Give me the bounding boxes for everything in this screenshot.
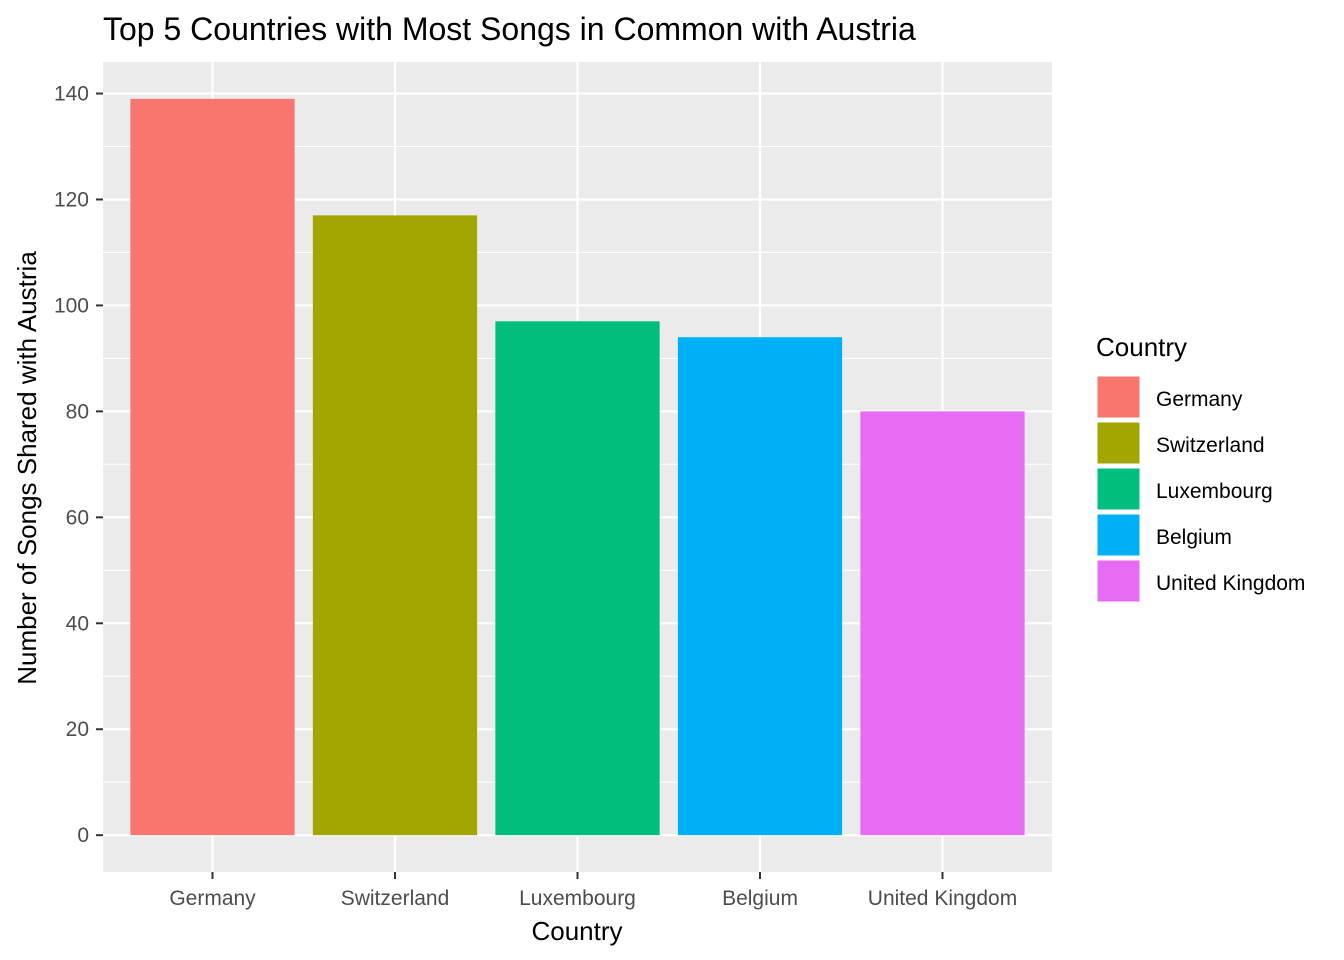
legend-label: Switzerland [1156,434,1265,457]
y-axis: 0 20 40 60 80 100 120 140 [54,83,103,847]
x-tick-label: United Kingdom [868,887,1017,910]
legend-label: United Kingdom [1156,572,1305,595]
x-tick-label: Belgium [722,887,798,910]
bar-luxembourg [495,321,660,836]
bar-switzerland [312,215,478,836]
chart-title: Top 5 Countries with Most Songs in Commo… [103,11,916,47]
legend-label: Germany [1156,388,1243,411]
legend-key [1096,559,1141,603]
legend-key [1096,421,1141,465]
y-axis-title: Number of Songs Shared with Austria [12,251,42,685]
bar-germany [130,98,295,836]
x-tick-label: Switzerland [341,887,450,910]
y-tick-label: 100 [54,294,89,317]
legend-label: Belgium [1156,526,1232,549]
legend-title: Country [1096,332,1187,362]
x-tick-label: Luxembourg [519,887,636,910]
y-tick-label: 80 [66,400,89,423]
x-axis-title: Country [531,916,622,946]
legend-key [1096,513,1141,557]
y-tick-label: 20 [66,718,89,741]
y-tick-label: 140 [54,83,89,106]
y-tick-label: 60 [66,506,89,529]
bar-belgium [677,337,843,836]
x-tick-label: Germany [169,887,256,910]
x-axis: Germany Switzerland Luxembourg Belgium Unite… [169,872,1017,910]
legend: Country Germany Switzerland Luxembourg Belg… [1096,332,1305,603]
legend-key [1096,467,1141,511]
legend-label: Luxembourg [1156,480,1273,503]
y-tick-label: 40 [66,612,89,635]
y-tick-label: 120 [54,188,89,211]
legend-key [1096,375,1141,419]
bar-united-kingdom [860,411,1025,836]
y-tick-label: 0 [77,824,89,847]
bars [130,98,1025,836]
